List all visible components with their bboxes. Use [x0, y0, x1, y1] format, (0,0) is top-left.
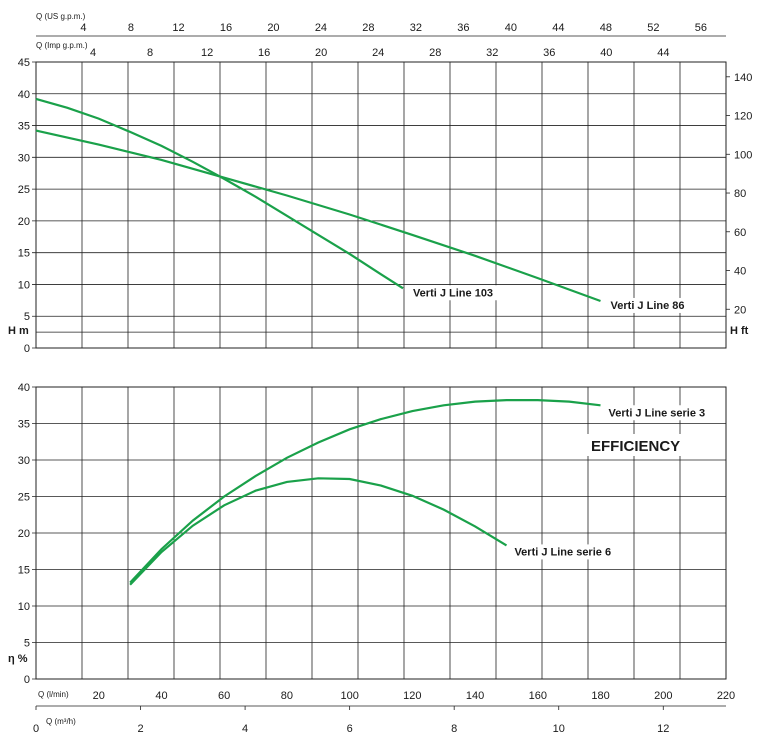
top-axis-upper-tick: 12 [172, 22, 184, 34]
top-axis-upper-tick: 28 [362, 22, 374, 34]
head-y-label-right: H ft [730, 325, 749, 337]
eff-x-tick-lmin: 200 [654, 690, 672, 702]
head-y-tick-m: 20 [18, 216, 30, 228]
eff-curve-label-bg [604, 405, 713, 421]
eff-x-tick-m3h: 8 [451, 723, 457, 735]
top-axis-upper-tick: 20 [267, 22, 279, 34]
head-curve-label-line-86: Verti J Line 86 [611, 300, 685, 312]
top-axis-lower-tick: 24 [372, 47, 384, 59]
top-axis-lower-label: Q (Imp g.p.m.) [36, 41, 88, 50]
top-axis-upper-tick: 36 [457, 22, 469, 34]
eff-x-label-m3h: Q (m³/h) [46, 717, 76, 726]
eff-x-tick-lmin: 80 [281, 690, 293, 702]
eff-x-tick-m3h: 10 [553, 723, 565, 735]
head-chart: 0 5 10 15 20 25 30 35 40 45 20 40 60 80 100 120 140 H m H … [8, 12, 752, 355]
eff-x-tick-lmin: 220 [717, 690, 735, 702]
head-plot-frame [35, 61, 727, 349]
top-axis-lower-tick: 32 [486, 47, 498, 59]
eff-y-label: η % [8, 653, 28, 665]
head-y-tick-ft: 20 [734, 304, 746, 316]
eff-curve-label-serie-6: Verti J Line serie 6 [514, 546, 611, 558]
head-y-tick-ft: 140 [734, 72, 752, 84]
top-axis-lower-tick: 40 [600, 47, 612, 59]
head-y-tick-ft: 120 [734, 111, 752, 123]
top-axis-lower-tick: 28 [429, 47, 441, 59]
eff-plot-frame [35, 386, 727, 680]
eff-y-tick: 40 [18, 382, 30, 394]
eff-y-tick: 20 [18, 528, 30, 540]
top-axis-upper-tick: 44 [552, 22, 564, 34]
eff-curve-serie-3 [129, 399, 601, 584]
eff-x-tick-m3h: 12 [657, 723, 669, 735]
top-axis-lower-tick: 44 [657, 47, 669, 59]
eff-x-tick-m3h: 0 [33, 723, 39, 735]
head-y-tick-m: 10 [18, 279, 30, 291]
eff-x-tick-lmin: 180 [591, 690, 609, 702]
top-axis-lower-tick: 12 [201, 47, 213, 59]
top-axis-upper-tick: 16 [220, 22, 232, 34]
head-curve-label-bg [406, 285, 499, 301]
eff-x-tick-lmin: 40 [155, 690, 167, 702]
head-y-tick-m: 5 [24, 311, 30, 323]
head-y-tick-m: 25 [18, 184, 30, 196]
top-axis-upper-tick: 4 [80, 22, 86, 34]
top-axis-lower-tick: 36 [543, 47, 555, 59]
top-axis-upper-label: Q (US g.p.m.) [36, 12, 86, 21]
head-y-tick-m: 30 [18, 152, 30, 164]
eff-title: EFFICIENCY [591, 438, 680, 455]
eff-y-tick: 5 [24, 638, 30, 650]
eff-title-bg [586, 434, 690, 456]
top-axis-upper-tick: 48 [600, 22, 612, 34]
head-curve-label-bg [604, 297, 697, 313]
eff-curve-label-serie-3: Verti J Line serie 3 [609, 407, 706, 419]
top-axis-upper-tick: 8 [128, 22, 134, 34]
head-y-tick-m: 15 [18, 248, 30, 260]
top-axis-upper-tick: 56 [695, 22, 707, 34]
top-axis-upper-tick: 32 [410, 22, 422, 34]
head-y-tick-ft: 40 [734, 266, 746, 278]
head-y-tick-ft: 100 [734, 149, 752, 161]
head-y-tick-ft: 60 [734, 227, 746, 239]
eff-x-tick-lmin: 100 [340, 690, 358, 702]
eff-x-tick-m3h: 6 [347, 723, 353, 735]
eff-y-tick: 30 [18, 455, 30, 467]
head-curve-line-86 [35, 129, 601, 303]
top-axis-upper-tick: 52 [647, 22, 659, 34]
eff-curve-serie-6 [129, 477, 508, 586]
head-curve-line-103 [35, 97, 404, 290]
head-y-label-left: H m [8, 325, 29, 337]
eff-x-label-lmin: Q (l/min) [38, 690, 69, 699]
head-curve-label-line-103: Verti J Line 103 [413, 287, 493, 299]
eff-x-tick-m3h: 2 [137, 723, 143, 735]
top-axis-upper-tick: 24 [315, 22, 327, 34]
head-y-tick-m: 40 [18, 89, 30, 101]
head-y-tick-ft: 80 [734, 188, 746, 200]
eff-y-tick: 10 [18, 601, 30, 613]
eff-x-tick-lmin: 120 [403, 690, 421, 702]
top-axis-lower-tick: 16 [258, 47, 270, 59]
eff-x-tick-lmin: 160 [529, 690, 547, 702]
eff-y-tick: 0 [24, 674, 30, 686]
top-axis-lower-tick: 20 [315, 47, 327, 59]
eff-y-tick: 15 [18, 565, 30, 577]
eff-x-tick-lmin: 20 [93, 690, 105, 702]
top-axis-lower-tick: 4 [90, 47, 96, 59]
eff-y-tick: 25 [18, 492, 30, 504]
top-axis-upper-tick: 40 [505, 22, 517, 34]
eff-x-tick-lmin: 60 [218, 690, 230, 702]
eff-x-tick-m3h: 4 [242, 723, 248, 735]
head-y-tick-m: 35 [18, 121, 30, 133]
eff-x-tick-lmin: 140 [466, 690, 484, 702]
top-axis-lower-tick: 8 [147, 47, 153, 59]
head-y-tick-m: 0 [24, 343, 30, 355]
eff-curve-label-bg [510, 544, 619, 560]
head-y-tick-m: 45 [18, 57, 30, 69]
eff-y-tick: 35 [18, 419, 30, 431]
